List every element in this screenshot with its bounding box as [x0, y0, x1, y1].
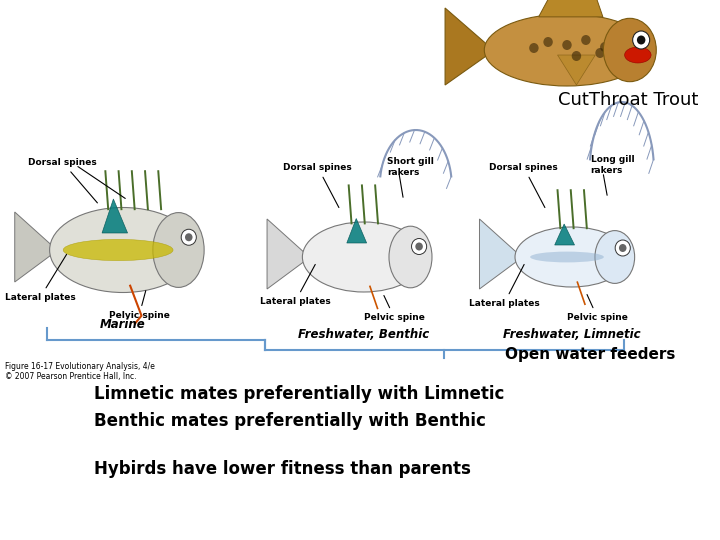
Circle shape: [185, 233, 192, 241]
Polygon shape: [102, 199, 127, 233]
Circle shape: [562, 40, 572, 50]
Text: Marine: Marine: [100, 318, 145, 331]
Text: Pelvic spine: Pelvic spine: [109, 291, 169, 320]
Text: Lateral plates: Lateral plates: [469, 265, 539, 308]
Ellipse shape: [302, 222, 426, 292]
Polygon shape: [267, 219, 305, 289]
Text: Hybirds have lower fitness than parents: Hybirds have lower fitness than parents: [94, 460, 472, 478]
Circle shape: [619, 244, 626, 252]
Text: Pelvic spine: Pelvic spine: [364, 295, 425, 322]
Ellipse shape: [515, 227, 629, 287]
Text: CutThroat Trout: CutThroat Trout: [557, 91, 698, 109]
Text: Freshwater, Benthic: Freshwater, Benthic: [298, 328, 429, 341]
Text: Freshwater, Limnetic: Freshwater, Limnetic: [503, 328, 641, 341]
Text: Long gill
rakers: Long gill rakers: [590, 156, 634, 175]
Ellipse shape: [63, 239, 173, 261]
Text: Dorsal spines: Dorsal spines: [28, 158, 97, 203]
Polygon shape: [539, 0, 603, 17]
Ellipse shape: [153, 213, 204, 287]
Ellipse shape: [485, 14, 649, 86]
Ellipse shape: [530, 252, 604, 262]
Ellipse shape: [595, 231, 634, 284]
Circle shape: [581, 35, 590, 45]
Ellipse shape: [603, 18, 656, 82]
Circle shape: [181, 230, 197, 245]
Polygon shape: [554, 224, 575, 245]
Text: Dorsal spines: Dorsal spines: [490, 163, 558, 207]
Polygon shape: [480, 219, 517, 289]
Text: Dorsal spines: Dorsal spines: [284, 163, 352, 207]
Circle shape: [600, 42, 610, 52]
Polygon shape: [445, 8, 487, 85]
Circle shape: [614, 37, 624, 47]
Text: Benthic mates preferentially with Benthic: Benthic mates preferentially with Benthi…: [94, 412, 487, 430]
Circle shape: [615, 240, 630, 256]
Text: Open water feeders: Open water feeders: [505, 347, 675, 361]
Polygon shape: [14, 212, 53, 282]
Text: Lateral plates: Lateral plates: [5, 254, 76, 302]
Ellipse shape: [625, 47, 651, 63]
Text: Short gill
rakers: Short gill rakers: [387, 157, 434, 177]
Circle shape: [544, 37, 553, 47]
Ellipse shape: [389, 226, 432, 288]
Circle shape: [572, 51, 581, 61]
Circle shape: [595, 48, 605, 58]
Polygon shape: [557, 55, 595, 85]
Ellipse shape: [50, 207, 196, 293]
Circle shape: [412, 239, 427, 254]
Circle shape: [529, 43, 539, 53]
Circle shape: [633, 31, 649, 49]
Polygon shape: [347, 219, 366, 243]
Text: Lateral plates: Lateral plates: [260, 265, 330, 306]
Text: Figure 16-17 Evolutionary Analysis, 4/e
© 2007 Pearson Prentice Hall, Inc.: Figure 16-17 Evolutionary Analysis, 4/e …: [5, 362, 155, 381]
Text: Limnetic mates preferentially with Limnetic: Limnetic mates preferentially with Limne…: [94, 385, 505, 403]
Circle shape: [637, 36, 645, 44]
Circle shape: [415, 242, 423, 251]
Text: Pelvic spine: Pelvic spine: [567, 294, 628, 322]
